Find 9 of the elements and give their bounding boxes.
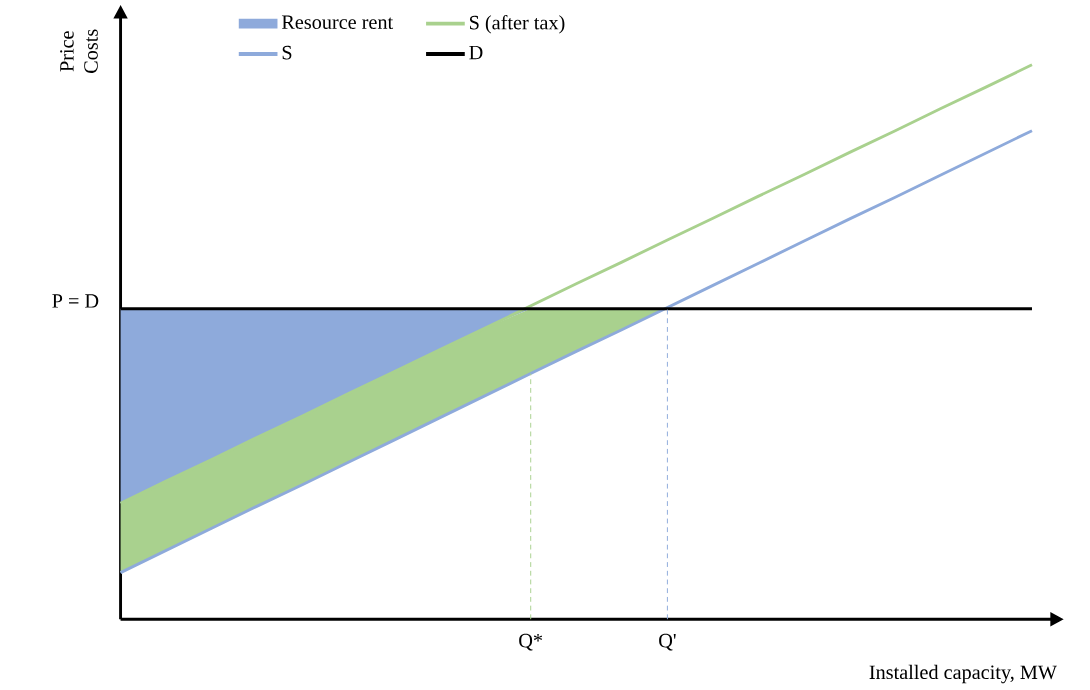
legend-label: S	[282, 45, 292, 60]
y-axis-title: Price Costs	[60, 29, 98, 73]
text: P = D	[52, 294, 99, 308]
x-tick-label: Q*	[519, 633, 543, 651]
x-tick-label: Q'	[659, 633, 676, 651]
legend-label: S (after tax)	[470, 15, 565, 34]
legend-label: Resource rent	[281, 15, 394, 29]
legend-label: D	[469, 45, 483, 60]
x-axis-title: Installed capacity, MW	[869, 664, 1057, 684]
